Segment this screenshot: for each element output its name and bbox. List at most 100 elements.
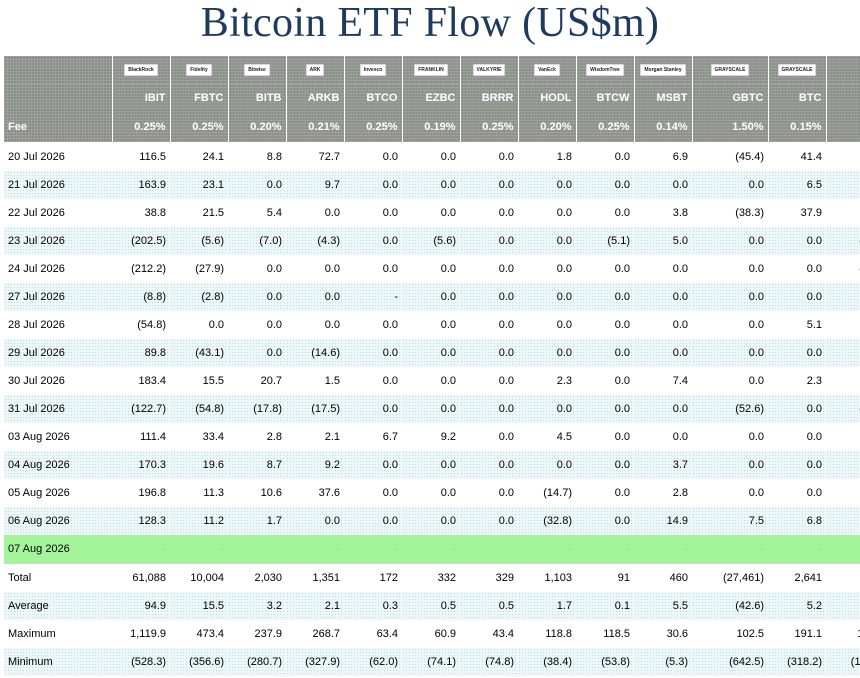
stat-cell: 61,088 (112, 563, 170, 592)
header-ticker: HODL (517, 84, 576, 112)
flow-cell: 6.8 (768, 507, 826, 535)
flow-cell: 0.0 (460, 255, 518, 283)
stat-cell: (42.6) (692, 592, 768, 620)
flow-cell: 0.0 (768, 339, 826, 367)
stat-cell: (528.3) (112, 648, 170, 676)
flow-cell: 0.0 (768, 227, 826, 255)
flow-cell: 0.0 (402, 367, 460, 395)
stat-total: 52,141 (826, 563, 860, 592)
flow-cell: 2.1 (286, 423, 344, 451)
fund-fee: 0.25% (575, 112, 634, 143)
page-title: Bitcoin ETF Flow (US$m) (200, 0, 660, 46)
flow-cell: 0.0 (460, 423, 518, 451)
header-corner (825, 84, 860, 112)
flow-cell: (27.9) (170, 255, 228, 283)
flow-cell: 0.0 (228, 255, 286, 283)
fund-fee: 0.25% (169, 112, 228, 143)
issuer-logo-icon: BlackRock (124, 64, 158, 77)
stat-cell: 172 (344, 563, 402, 592)
flow-cell: (4.3) (286, 227, 344, 255)
flow-cell: (14.6) (286, 339, 344, 367)
stat-cell: (327.9) (286, 648, 344, 676)
stat-cell: 63.4 (344, 620, 402, 648)
header-logo-cell: Bitwise (227, 56, 286, 84)
header-ticker-row: IBIT FBTC BITB ARKB BTCO EZBC BRRR HODL BTCW MSBT… (4, 84, 860, 112)
stat-cell: (74.1) (402, 648, 460, 676)
header-ticker: BTCW (575, 84, 634, 112)
flow-cell: 0.0 (286, 507, 344, 535)
stat-cell: 5.5 (634, 592, 692, 620)
flow-cell: 0.0 (692, 367, 768, 395)
header-ticker: EZBC (401, 84, 460, 112)
header-logo-cell: FRANKLIN (401, 56, 460, 84)
flow-cell: 0.0 (344, 227, 402, 255)
flow-cell: 2.3 (768, 367, 826, 395)
flow-cell: 6.9 (634, 142, 692, 171)
flow-cell: (54.8) (170, 395, 228, 423)
flow-cell: 14.9 (634, 507, 692, 535)
flow-cell: 2.3 (518, 367, 576, 395)
row-date: 21 Jul 2026 (4, 171, 112, 199)
stat-cell: 0.5 (460, 592, 518, 620)
header-logo-cell: Fidelity (169, 56, 228, 84)
fund-fee: 0.14% (633, 112, 692, 143)
stat-cell: 118.8 (518, 620, 576, 648)
flow-cell: - (692, 535, 768, 564)
stat-cell: (27,461) (692, 563, 768, 592)
table-row: 23 Jul 2026 (202.5) (5.6) (7.0) (4.3) 0.0 (5.6… (4, 227, 860, 255)
flow-cell: - (344, 535, 402, 564)
row-total: 69.1 (826, 199, 860, 227)
stat-cell: 329 (460, 563, 518, 592)
stat-cell: 1.7 (518, 592, 576, 620)
table-row: 06 Aug 2026 128.3 11.2 1.7 0.0 0.0 0.0 0.0 (32.8… (4, 507, 860, 535)
flow-cell: 116.5 (112, 142, 170, 171)
flow-cell: 0.0 (344, 367, 402, 395)
stat-cell: 2,030 (228, 563, 286, 592)
stat-cell: 460 (634, 563, 692, 592)
stat-cell: 237.9 (228, 620, 286, 648)
stat-cell: 1,351 (286, 563, 344, 592)
flow-cell: 3.7 (634, 451, 692, 479)
header-logo-cell: BlackRock (111, 56, 170, 84)
flow-cell: 0.0 (634, 171, 692, 199)
stat-cell: (642.5) (692, 648, 768, 676)
flow-cell: 0.0 (402, 395, 460, 423)
header-ticker: BRRR (459, 84, 518, 112)
flow-cell: (52.6) (692, 395, 768, 423)
row-total: 226.8 (826, 142, 860, 171)
flow-cell: (45.4) (692, 142, 768, 171)
flow-cell: 0.0 (402, 451, 460, 479)
stat-cell: 473.4 (170, 620, 228, 648)
fund-fee: 1.50% (691, 112, 768, 143)
issuer-logo-icon: Fidelity (186, 64, 212, 77)
stat-cell: 1,119.9 (112, 620, 170, 648)
header-logo-row: BlackRock Fidelity Bitwise ARK Invesco FRANKL… (4, 56, 860, 84)
row-total: (240.1) (826, 255, 860, 283)
flow-cell: - (460, 535, 518, 564)
fund-fee: 0.25% (459, 112, 518, 143)
issuer-logo-icon: Invesco (359, 64, 387, 77)
stat-label: Maximum (4, 620, 112, 648)
issuer-logo-icon: VALKYRIE (472, 64, 506, 77)
issuer-logo-icon: WisdomTree (586, 64, 624, 77)
flow-cell: - (576, 535, 634, 564)
table-row: 03 Aug 2026 111.4 33.4 2.8 2.1 6.7 9.2 0.0 4.5 0.… (4, 423, 860, 451)
flow-cell: 0.0 (460, 227, 518, 255)
flow-cell: 0.0 (344, 171, 402, 199)
table-body: BlackRock Fidelity Bitwise ARK Invesco FRANKL… (4, 56, 860, 676)
flow-cell: 5.0 (634, 227, 692, 255)
flow-cell: 0.0 (460, 507, 518, 535)
row-date: 20 Jul 2026 (4, 142, 112, 171)
row-date: 31 Jul 2026 (4, 395, 112, 423)
header-logo-cell: Invesco (343, 56, 402, 84)
stat-cell: 3.2 (228, 592, 286, 620)
flow-cell: 0.0 (518, 171, 576, 199)
table-row: 31 Jul 2026 (122.7) (54.8) (17.8) (17.5) 0.0 0… (4, 395, 860, 423)
flow-cell: 0.0 (402, 255, 460, 283)
stat-cell: 30.6 (634, 620, 692, 648)
flow-cell: 0.0 (576, 395, 634, 423)
header-total-label: Total (825, 56, 860, 84)
flow-cell: 0.0 (402, 311, 460, 339)
flow-cell: 0.0 (576, 142, 634, 171)
stat-label: Average (4, 592, 112, 620)
